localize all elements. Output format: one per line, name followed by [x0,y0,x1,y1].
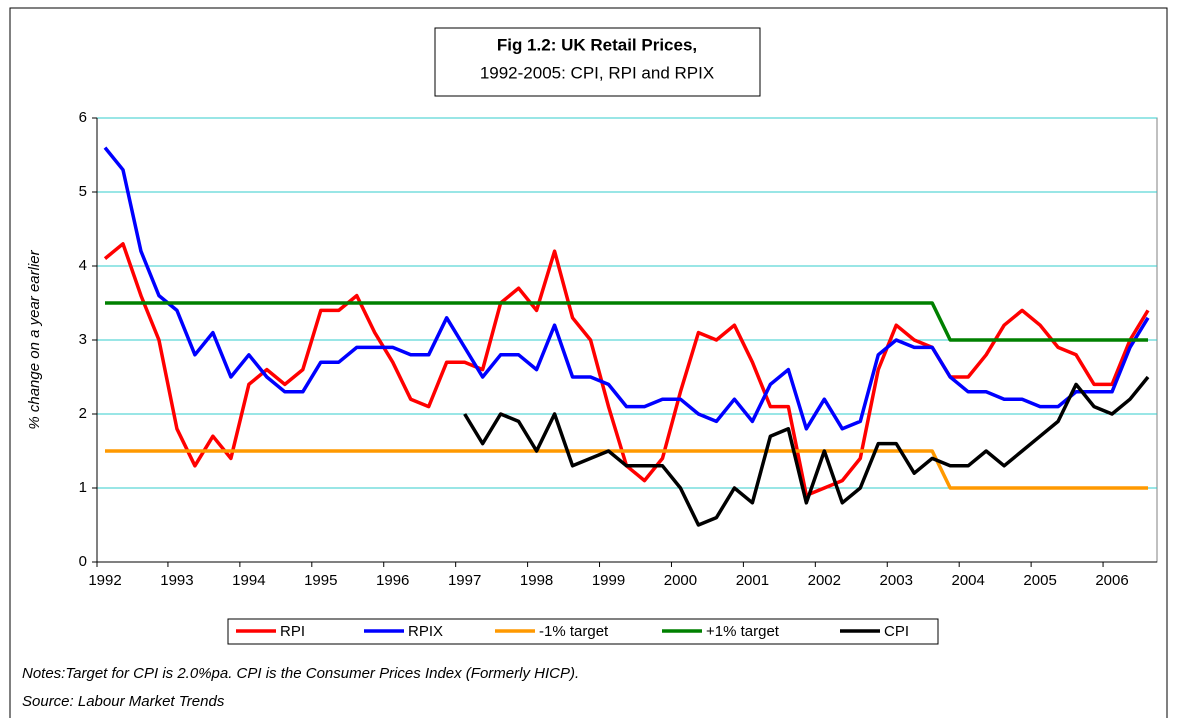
x-tick-label: 2003 [880,572,913,589]
x-tick-label: 1992 [88,572,121,589]
chart-title: Fig 1.2: UK Retail Prices, [497,35,697,54]
series-line [105,301,1149,342]
y-tick-label: 4 [79,257,87,274]
series-line [103,146,1150,431]
legend-label: RPI [280,623,305,640]
y-tick-label: 1 [79,479,87,496]
y-tick-label: 2 [79,405,87,422]
x-tick-label: 2001 [736,572,769,589]
series-line [463,375,1150,527]
y-tick-label: 5 [79,183,87,200]
x-tick-label: 1994 [232,572,265,589]
legend-label: -1% target [539,623,609,640]
legend [227,618,939,645]
x-tick-label: 1997 [448,572,481,589]
x-tick-label: 2000 [664,572,697,589]
source: Source: Labour Market Trends [22,693,225,710]
notes: Notes:Target for CPI is 2.0%pa. CPI is t… [22,665,579,682]
y-tick-label: 3 [79,331,87,348]
legend-label: RPIX [408,623,443,640]
x-tick-label: 2005 [1023,572,1056,589]
x-tick-label: 1998 [520,572,553,589]
x-tick-label: 1999 [592,572,625,589]
title-box [434,27,761,97]
x-tick-label: 2006 [1095,572,1128,589]
legend-label: +1% target [706,623,780,640]
chart-subtitle: 1992-2005: CPI, RPI and RPIX [480,63,714,82]
x-tick-label: 2004 [951,572,984,589]
y-tick-label: 6 [79,109,87,126]
legend-label: CPI [884,623,909,640]
frame [9,7,1168,723]
x-tick-label: 1995 [304,572,337,589]
x-tick-label: 2002 [808,572,841,589]
x-tick-label: 1993 [160,572,193,589]
y-tick-label: 0 [79,553,87,570]
series-line [105,449,1149,490]
y-axis-label: % change on a year earlier [26,249,43,429]
x-tick-label: 1996 [376,572,409,589]
